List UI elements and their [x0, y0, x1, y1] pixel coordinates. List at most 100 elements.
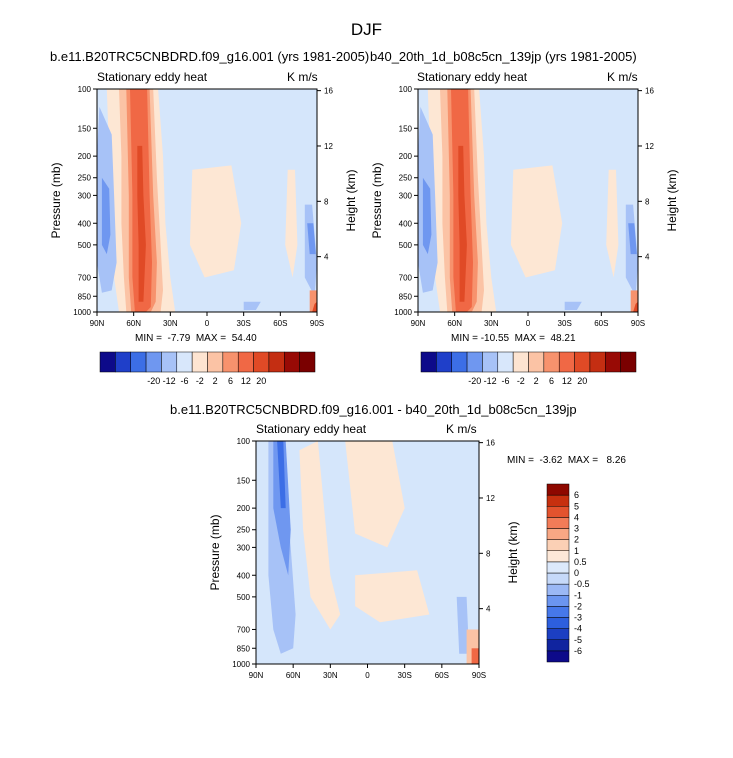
- panel-3-stats: MIN = -3.62 MAX = 8.26: [507, 455, 626, 466]
- x-tick-label: 0: [365, 671, 370, 680]
- colorbar-label: -5: [574, 635, 582, 645]
- y-tick-label: 1000: [394, 308, 412, 317]
- colorbar-swatch: [145, 351, 162, 373]
- colorbar-label: 0.5: [574, 557, 587, 567]
- panel-2-units: K m/s: [607, 70, 638, 84]
- x-tick-label: 30N: [323, 671, 338, 680]
- pos-south-core: [312, 301, 317, 312]
- colorbar-swatch: [482, 351, 499, 373]
- colorbar-swatch: [558, 351, 575, 373]
- pos-south-core: [633, 301, 638, 312]
- pos-weak-tropics: [189, 165, 242, 278]
- colorbar-swatch: [546, 528, 570, 540]
- neg-south-2: [628, 223, 637, 255]
- colorbar-label: -0.5: [574, 579, 590, 589]
- colorbar-swatch: [546, 561, 570, 574]
- colorbar-label: -20: [147, 376, 160, 386]
- colorbar-swatch: [466, 351, 483, 373]
- right-tick-label: 16: [324, 87, 333, 96]
- y-tick-label: 200: [78, 152, 92, 161]
- pos-weak-south: [606, 169, 619, 278]
- y-tick-label: 400: [237, 571, 251, 580]
- panel-1-colorbar: -20 -12 -6 -2 2 6 12 20: [99, 351, 316, 386]
- y-tick-label: 500: [237, 593, 251, 602]
- colorbar-label: -4: [574, 624, 582, 634]
- colorbar-label: 6: [549, 376, 554, 386]
- y-tick-label: 250: [237, 526, 251, 535]
- colorbar-label: -6: [180, 376, 188, 386]
- colorbar-swatch: [207, 351, 224, 373]
- colorbar-swatch: [620, 351, 637, 373]
- x-tick-label: 60S: [273, 319, 287, 328]
- colorbar-swatch: [546, 583, 570, 596]
- colorbar-label: 3: [574, 524, 579, 534]
- y-axis-title: Pressure (mb): [49, 162, 63, 238]
- y-tick-label: 400: [399, 219, 413, 228]
- panel-2-plot: 90N 60N 30N 0 30S 60S 90S 100 150 200 250 300 400 500…: [370, 85, 679, 328]
- colorbar-swatch: [528, 351, 545, 373]
- pos-weak-mid: [355, 570, 430, 623]
- panel-2-colorbar: -20 -12 -6 -2 2 6 12 20: [420, 351, 637, 386]
- y-tick-label: 500: [78, 241, 92, 250]
- panel-3-plot: 90N 60N 30N 0 30S 60S 90S 100 150 200 250 300 400 500…: [208, 437, 520, 680]
- pos-weak-upper: [345, 441, 405, 548]
- colorbar-label: 2: [534, 376, 539, 386]
- panel-3-title: b.e11.B20TRC5CNBDRD.f09_g16.001 - b40_20…: [170, 402, 577, 417]
- x-tick-label: 90S: [310, 319, 324, 328]
- colorbar-swatch: [546, 650, 570, 663]
- x-tick-label: 90S: [631, 319, 645, 328]
- colorbar-swatch: [253, 351, 270, 373]
- panel-1-units: K m/s: [287, 70, 318, 84]
- y-tick-label: 400: [78, 219, 92, 228]
- colorbar-label: 1: [574, 546, 579, 556]
- y-tick-label: 1000: [232, 660, 250, 669]
- panel-1-left-label: Stationary eddy heat: [97, 70, 208, 84]
- colorbar-swatch: [546, 483, 570, 496]
- y-tick-label: 300: [399, 191, 413, 200]
- pos-contour-1: [299, 441, 341, 630]
- y-tick-label: 150: [78, 124, 92, 133]
- x-tick-label: 0: [205, 319, 210, 328]
- y-tick-label: 850: [78, 292, 92, 301]
- y-tick-label: 300: [78, 191, 92, 200]
- right-tick-label: 12: [486, 494, 495, 503]
- x-tick-label: 30N: [484, 319, 499, 328]
- colorbar-label: -20: [468, 376, 481, 386]
- pos-contour-5: [458, 145, 467, 302]
- colorbar-swatch: [130, 351, 147, 373]
- pos-weak-tropics: [510, 165, 563, 278]
- colorbar-label: 20: [256, 376, 266, 386]
- colorbar-label: 20: [577, 376, 587, 386]
- panel-3-units: K m/s: [446, 422, 477, 436]
- colorbar-swatch: [436, 351, 452, 373]
- neg-contour-2: [422, 177, 432, 255]
- x-tick-label: 30S: [237, 319, 251, 328]
- y-tick-label: 100: [399, 85, 413, 94]
- pos-south-2: [471, 648, 479, 664]
- x-tick-label: 60N: [447, 319, 462, 328]
- pos-contour-5: [137, 145, 146, 302]
- panel-2-stats: MIN = -10.55 MAX = 48.21: [451, 333, 576, 344]
- colorbar-label: -2: [517, 376, 525, 386]
- x-tick-label: 30S: [398, 671, 412, 680]
- y-tick-label: 850: [237, 644, 251, 653]
- right-tick-label: 8: [645, 197, 650, 206]
- y-tick-label: 700: [399, 273, 413, 282]
- colorbar-swatch: [546, 617, 570, 629]
- x-tick-label: 60S: [435, 671, 449, 680]
- y-tick-label: 150: [237, 476, 251, 485]
- colorbar-label: -12: [163, 376, 176, 386]
- colorbar-swatch: [420, 351, 437, 373]
- colorbar-swatch: [497, 351, 514, 373]
- colorbar-label: -12: [484, 376, 497, 386]
- x-tick-label: 90N: [90, 319, 105, 328]
- x-tick-label: 90S: [472, 671, 486, 680]
- panel-2-field: [418, 89, 638, 312]
- y-right-axis-title: Height (km): [344, 169, 358, 231]
- colorbar-label: 12: [562, 376, 572, 386]
- panel-1-plot: 90N 60N 30N 0 30S 60S 90S 100 150 200 250 300 400 500…: [49, 85, 358, 328]
- colorbar-swatch: [543, 351, 560, 373]
- y-tick-label: 300: [237, 543, 251, 552]
